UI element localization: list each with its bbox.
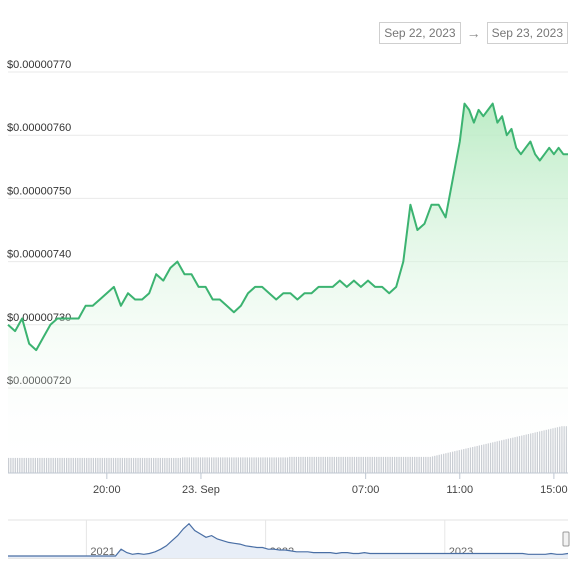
y-tick-label: $0.00000750 — [7, 185, 71, 197]
y-tick-label: $0.00000770 — [7, 59, 71, 71]
range-start-date[interactable]: Sep 22, 2023 — [379, 22, 461, 44]
x-tick-label: 07:00 — [352, 484, 380, 496]
price-series-line — [7, 102, 568, 352]
y-tick-label: $0.00000760 — [7, 122, 71, 134]
navigator-line — [8, 522, 569, 557]
y-tick-label: $0.00000740 — [7, 249, 71, 261]
price-line — [7, 102, 568, 352]
x-axis: 20:00 23. Sep 07:00 11:00 15:00 — [8, 472, 568, 496]
time-navigator[interactable]: 202120222023 — [8, 519, 570, 559]
x-tick-label: 11:00 — [446, 484, 473, 496]
x-tick-label: 23. Sep — [182, 484, 220, 496]
navigator-handle[interactable] — [562, 531, 570, 547]
navigator-area — [8, 523, 568, 558]
price-area — [8, 103, 568, 473]
price-area-fill — [8, 103, 568, 473]
range-arrow-icon: → — [466, 25, 481, 41]
navigator-year-label: 2021 — [90, 546, 114, 558]
x-tick-label: 20:00 — [93, 484, 121, 496]
x-tick-label: 15:00 — [540, 484, 568, 496]
range-end-date[interactable]: Sep 23, 2023 — [486, 22, 568, 44]
date-range-selector: Sep 22, 2023 → Sep 23, 2023 — [379, 22, 568, 44]
